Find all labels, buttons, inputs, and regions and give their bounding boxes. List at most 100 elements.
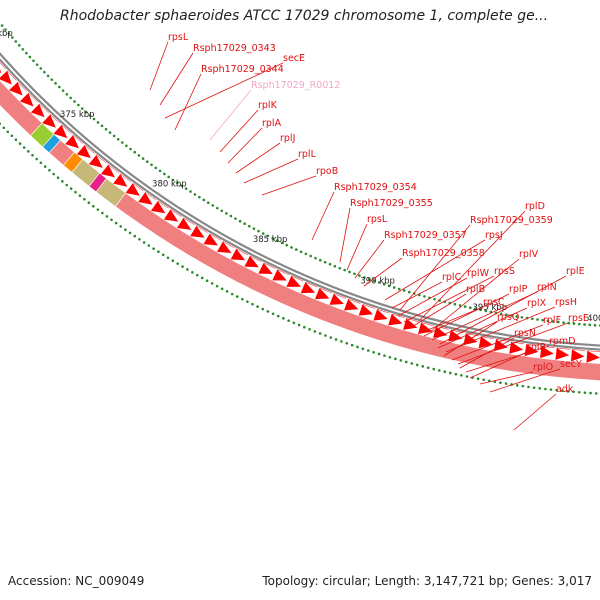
tick-dot <box>382 282 386 286</box>
tick-dot <box>152 247 155 250</box>
tick-dot <box>572 390 575 394</box>
tick-dot <box>551 320 555 323</box>
gene-label: Rsph17029_0344 <box>201 64 284 75</box>
tick-dot <box>343 268 346 272</box>
tick-dot <box>562 321 565 324</box>
tick-dot <box>453 302 457 306</box>
tick-dot <box>549 388 553 391</box>
tick-dot <box>294 248 298 251</box>
label-leader-line <box>429 258 520 333</box>
tick-dot <box>468 306 472 310</box>
tick-dot <box>167 175 170 179</box>
tick-dot <box>567 321 571 325</box>
tick-dot <box>546 319 550 323</box>
tick-dot <box>74 190 77 194</box>
gene-label: Rsph17029_0355 <box>350 198 433 209</box>
label-leader-line <box>451 324 544 361</box>
tick-dot <box>52 172 56 176</box>
tick-dot <box>392 286 396 289</box>
cds-arrow <box>203 233 218 246</box>
gene-label: rplV <box>519 249 539 260</box>
tick-dot <box>308 328 311 331</box>
tick-dot <box>247 224 251 228</box>
label-leader-line <box>354 239 385 279</box>
tick-dot <box>220 287 224 291</box>
tick-dot <box>48 169 51 172</box>
tick-dot <box>230 292 234 296</box>
tick-dot <box>465 375 469 378</box>
label-leader-line <box>409 293 467 329</box>
tick-dot <box>297 323 301 327</box>
gene-label: rplF <box>543 315 561 326</box>
tick-dot <box>251 302 254 306</box>
tick-dot <box>191 271 194 274</box>
tick-dot <box>594 392 598 395</box>
gene-label: Rsph17029_R0012 <box>251 80 340 91</box>
label-leader-line <box>457 322 569 365</box>
gene-label: rpsC <box>483 297 505 308</box>
tick-dot <box>577 322 581 326</box>
label-leader-line <box>311 191 335 241</box>
gene-label: rpsQ <box>497 312 519 323</box>
tick-dot <box>377 281 381 284</box>
tick-dot <box>171 178 175 182</box>
tick-dot <box>84 110 88 114</box>
gene-label: rpsS <box>494 266 515 277</box>
tick-dot <box>83 197 86 201</box>
tick-dot <box>69 187 73 190</box>
tick-dot <box>437 369 441 372</box>
tick-dot <box>246 300 249 303</box>
cds-arrow <box>0 70 12 85</box>
label-leader-line <box>219 109 259 153</box>
gene-label: rpsL <box>367 214 388 225</box>
cds-arrow <box>190 225 205 238</box>
tick-dot <box>158 169 162 173</box>
tick-dot <box>515 384 519 387</box>
label-leader-line <box>227 127 263 164</box>
cds-arrow <box>300 282 316 294</box>
tick-dot <box>157 250 160 254</box>
tick-dot <box>186 268 189 271</box>
tick-dot <box>17 44 21 47</box>
tick-dot <box>114 221 118 225</box>
tick-dot <box>205 279 209 282</box>
tick-dot <box>358 274 361 277</box>
tick-dot <box>211 204 215 207</box>
tick-dot <box>128 231 132 235</box>
tick-dot <box>566 390 570 393</box>
cds-arrow <box>65 135 79 149</box>
tick-dot <box>2 126 6 130</box>
tick-dot <box>266 310 270 313</box>
tick-dot <box>521 384 525 388</box>
tick-dot <box>454 372 458 376</box>
tick-dot <box>163 172 166 176</box>
tick-dot <box>18 142 22 145</box>
tick-dot <box>479 308 482 312</box>
topology-summary: Topology: circular; Length: 3,147,721 bp… <box>262 574 592 588</box>
tick-dot <box>309 254 312 258</box>
tick-dot <box>555 388 558 392</box>
gene-label: rplA <box>262 118 282 129</box>
tick-dot <box>383 354 386 357</box>
label-leader-line <box>243 158 299 184</box>
tick-dot <box>404 360 408 364</box>
tick-dot <box>313 330 317 333</box>
tick-dot <box>476 377 480 381</box>
cds-arrow <box>0 69 2 74</box>
tick-dot <box>210 282 214 285</box>
tick-dot <box>96 121 100 124</box>
tick-dot <box>69 96 72 100</box>
tick-dot <box>329 336 333 339</box>
tick-dot <box>11 36 14 39</box>
cds-arrow <box>509 341 524 354</box>
tick-dot <box>176 181 179 185</box>
gene-label: secY <box>560 359 582 370</box>
tick-dot <box>39 161 43 165</box>
tick-dot <box>280 241 284 245</box>
tick-dot <box>271 312 275 316</box>
gene-label: secE <box>283 53 305 64</box>
tick-dot <box>206 201 210 205</box>
label-leader-line <box>346 223 368 271</box>
label-leader-line <box>513 393 557 431</box>
